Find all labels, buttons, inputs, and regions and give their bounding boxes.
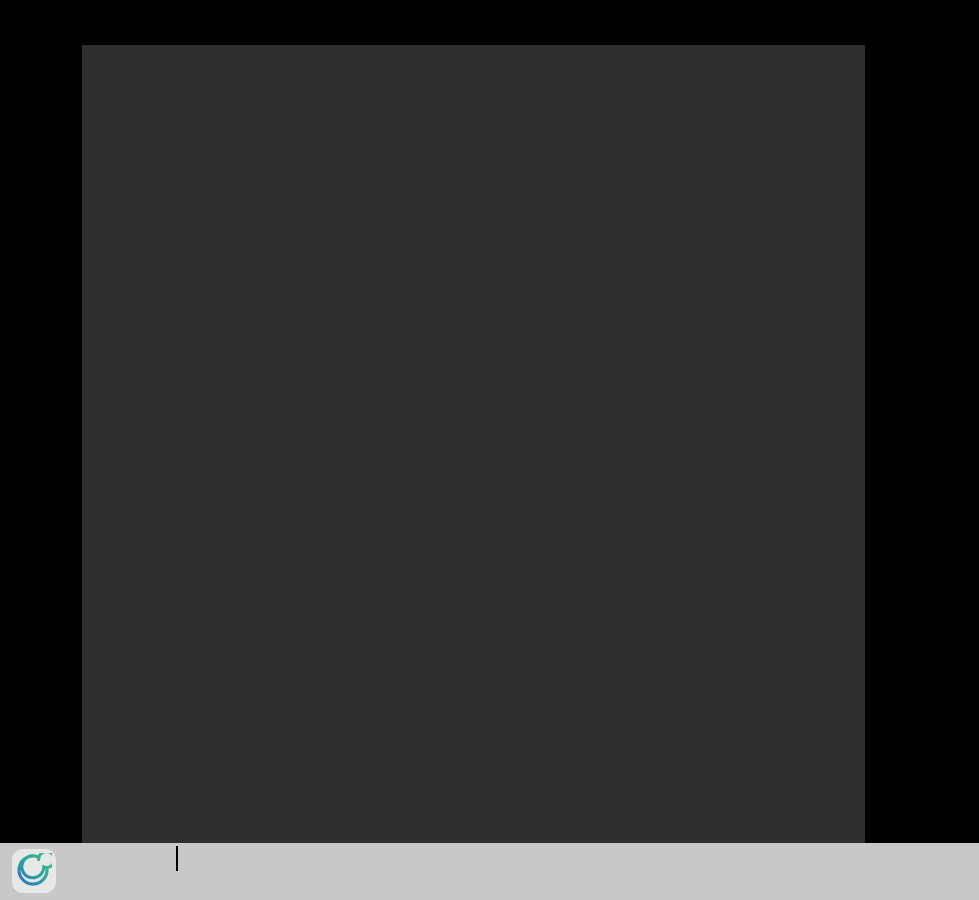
radar-viewport[interactable]: [0, 18, 979, 843]
spiral-logo-icon: [17, 853, 52, 886]
colorbar-legend: [0, 843, 979, 900]
colorbar-swatches[interactable]: [176, 846, 178, 871]
radar-image[interactable]: [0, 18, 979, 843]
spiral-logo[interactable]: [12, 849, 56, 893]
